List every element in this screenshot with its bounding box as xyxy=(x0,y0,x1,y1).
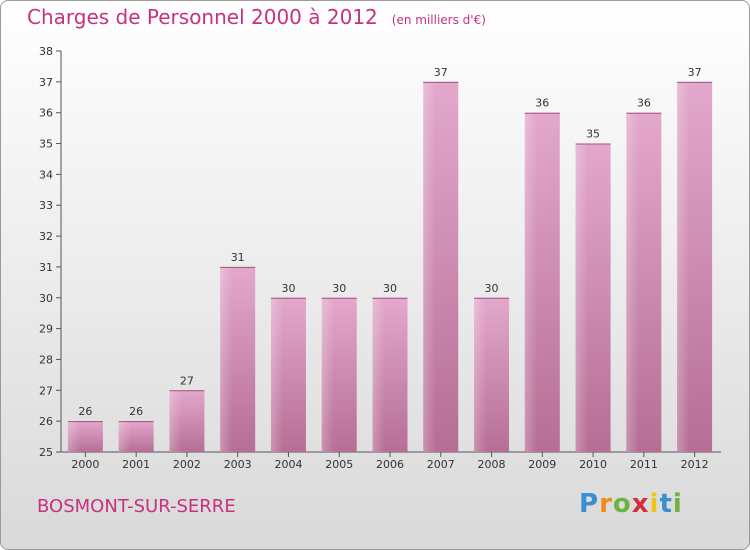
logo-letter: x xyxy=(631,489,650,519)
y-tick-label: 25 xyxy=(39,446,53,459)
chart-title: Charges de Personnel 2000 à 2012 (en mill… xyxy=(27,5,486,29)
y-tick-label: 29 xyxy=(39,323,53,336)
x-tick-label: 2007 xyxy=(427,458,455,471)
bar-value-label: 30 xyxy=(332,282,346,295)
x-tick-label: 2008 xyxy=(478,458,506,471)
logo-letter: r xyxy=(599,489,613,519)
y-tick-label: 26 xyxy=(39,415,53,428)
place-name: BOSMONT-SUR-SERRE xyxy=(37,496,236,517)
bar-value-label: 36 xyxy=(535,97,549,110)
bar-value-label: 30 xyxy=(383,282,397,295)
bar-value-label: 30 xyxy=(281,282,295,295)
bar-highlight xyxy=(423,81,436,452)
bar-value-label: 36 xyxy=(637,97,651,110)
x-tick-label: 2002 xyxy=(173,458,201,471)
bar-highlight xyxy=(372,297,385,452)
proxiti-logo: Proxiti xyxy=(579,489,683,519)
bar-highlight xyxy=(67,421,81,452)
bar-highlight xyxy=(270,297,284,452)
bar-value-label: 27 xyxy=(180,374,194,387)
x-tick-label: 2003 xyxy=(224,458,252,471)
bar-value-label: 37 xyxy=(434,66,448,79)
logo-letter: i xyxy=(649,489,660,519)
bar-value-label: 31 xyxy=(231,251,245,264)
bar-highlight xyxy=(474,297,487,452)
bar-highlight xyxy=(575,143,588,453)
bar-highlight xyxy=(524,112,538,452)
y-tick-label: 33 xyxy=(39,199,53,212)
bar-value-label: 30 xyxy=(485,282,499,295)
y-tick-label: 36 xyxy=(39,107,53,120)
y-tick-label: 31 xyxy=(39,261,53,274)
logo-letter: i xyxy=(672,489,683,519)
x-tick-label: 2004 xyxy=(274,458,302,471)
y-tick-label: 35 xyxy=(39,138,53,151)
bar-value-label: 26 xyxy=(129,405,143,418)
x-tick-label: 2012 xyxy=(681,458,709,471)
x-tick-label: 2000 xyxy=(71,458,99,471)
bar-highlight xyxy=(169,390,182,452)
x-tick-label: 2010 xyxy=(579,458,607,471)
bar-value-label: 37 xyxy=(688,66,702,79)
bar-highlight xyxy=(220,266,233,452)
x-tick-label: 2006 xyxy=(376,458,404,471)
bar-value-label: 35 xyxy=(586,128,600,141)
y-tick-label: 38 xyxy=(39,45,53,58)
y-tick-label: 27 xyxy=(39,384,53,397)
chart-unit: (en milliers d'€) xyxy=(391,13,486,27)
y-tick-label: 30 xyxy=(39,292,53,305)
logo-letter: o xyxy=(612,489,632,519)
logo-letter: P xyxy=(579,489,600,519)
y-tick-label: 34 xyxy=(39,168,53,181)
x-tick-label: 2005 xyxy=(325,458,353,471)
bar-value-label: 26 xyxy=(78,405,92,418)
y-tick-label: 32 xyxy=(39,230,53,243)
bar-highlight xyxy=(321,297,334,452)
x-tick-label: 2009 xyxy=(528,458,556,471)
y-tick-label: 28 xyxy=(39,353,53,366)
logo-letter: t xyxy=(659,489,673,519)
x-tick-label: 2011 xyxy=(630,458,658,471)
x-tick-label: 2001 xyxy=(122,458,150,471)
bar-highlight xyxy=(626,112,639,452)
y-tick-label: 37 xyxy=(39,76,53,89)
bar-highlight xyxy=(677,81,690,452)
bar-highlight xyxy=(118,421,131,452)
